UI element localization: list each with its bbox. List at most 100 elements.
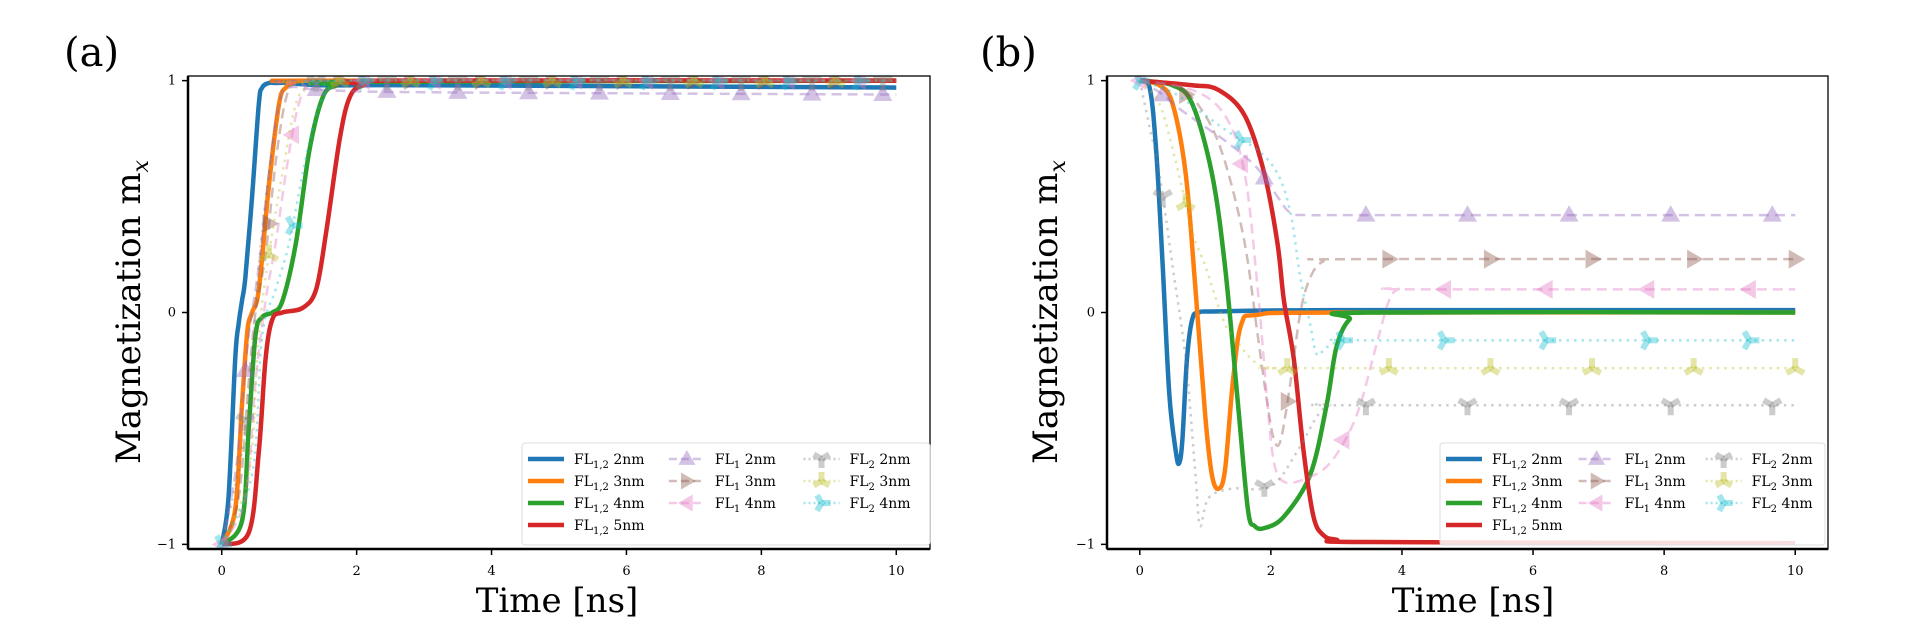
- series-fl2-3nm: [1138, 79, 1806, 376]
- data-point: [1280, 391, 1298, 411]
- data-point: [1434, 279, 1452, 299]
- x-tick-label: 6: [1529, 564, 1537, 579]
- legend-item: FL1 4nm: [1578, 494, 1686, 515]
- series-fl1-4nm: [211, 76, 897, 549]
- data-point: [1585, 249, 1603, 269]
- legend-label: FL2 3nm: [1752, 474, 1813, 493]
- legend-item: FL1,2 4nm: [1446, 496, 1563, 515]
- data-point: [1378, 358, 1400, 376]
- data-point: [1640, 330, 1658, 351]
- data-point: [1152, 188, 1173, 207]
- data-point: [471, 76, 492, 89]
- data-point: [754, 76, 775, 89]
- x-tick-label: 2: [1267, 564, 1275, 579]
- data-point: [1231, 154, 1248, 174]
- y-tick-label: 0: [1087, 306, 1095, 321]
- data-point: [1762, 397, 1783, 416]
- data-point: [616, 76, 634, 91]
- data-point: [211, 534, 229, 549]
- panel-a-label: (a): [64, 30, 119, 76]
- panel-a: (a) 0 2 4 6 8 10 −1 0 1 Time [ns] Magnetization…: [64, 30, 931, 619]
- data-point: [731, 83, 751, 101]
- y-tick-label: −1: [1076, 537, 1095, 552]
- svg-text:Magnetization mx: Magnetization mx: [109, 159, 154, 464]
- y-tick-label: −1: [157, 537, 176, 552]
- data-point: [1762, 205, 1782, 222]
- legend-label: FL1,2 2nm: [1492, 452, 1563, 471]
- data-point: [1355, 397, 1377, 416]
- legend-label: FL1 2nm: [1625, 452, 1686, 471]
- data-point: [778, 76, 795, 91]
- data-point: [1483, 249, 1501, 269]
- x-tick-label: 0: [218, 564, 226, 579]
- series-fl1-2-4nm: [1139, 78, 1796, 532]
- data-point: [519, 82, 539, 100]
- legend-label: FL1,2 4nm: [574, 496, 645, 515]
- legend-item: FL1 3nm: [668, 472, 776, 493]
- data-point: [235, 360, 255, 377]
- series-fl1-2-2nm: [219, 80, 897, 545]
- series-line: [1138, 79, 1796, 370]
- panel-b-y-axis: −1 0 1: [1076, 74, 1107, 552]
- data-point: [306, 76, 327, 92]
- data-point: [1175, 193, 1196, 212]
- data-point: [262, 214, 279, 234]
- data-point: [258, 244, 280, 263]
- series-line: [219, 80, 897, 545]
- legend-box: [521, 442, 931, 546]
- legend-label: FL1,2 3nm: [1492, 474, 1563, 493]
- series-fl1-2-2nm: [1138, 77, 1796, 467]
- panel-a-legend: FL1,2 2nm FL1,2 3nm FL1,2 4nm FL1,2 5nm FL1 …: [521, 442, 931, 546]
- legend-item: FL1 2nm: [668, 450, 776, 471]
- data-point: [1179, 85, 1196, 105]
- data-point: [1129, 76, 1147, 91]
- data-point: [400, 76, 421, 89]
- data-point: [424, 76, 441, 91]
- legend-item: FL1,2 4nm: [528, 496, 645, 515]
- series-line: [1138, 77, 1796, 467]
- x-tick-label: 6: [622, 564, 630, 579]
- x-tick-label: 10: [888, 564, 905, 579]
- data-point: [1558, 397, 1580, 416]
- data-point: [404, 76, 421, 91]
- series-line: [220, 79, 897, 545]
- legend-item: FL1,2 5nm: [528, 518, 645, 537]
- x-tick-label: 4: [1398, 564, 1406, 579]
- panel-b-y-axis-title: Magnetization mx: [1026, 159, 1071, 464]
- x-tick-label: 8: [1660, 564, 1668, 579]
- legend-label: FL1,2 2nm: [574, 452, 645, 471]
- data-point: [1277, 358, 1298, 376]
- legend-label: FL1,2 4nm: [1492, 496, 1563, 515]
- panel-b-series: [1129, 76, 1806, 546]
- series-fl1-2-5nm: [220, 78, 897, 547]
- data-point: [825, 76, 846, 89]
- series-line: [1139, 78, 1796, 532]
- x-tick-label: 8: [757, 564, 765, 579]
- data-point: [474, 76, 492, 91]
- legend-item: FL1,2 3nm: [528, 474, 645, 493]
- legend-item: FL2 4nm: [1705, 493, 1813, 515]
- series-line: [220, 78, 897, 547]
- y-tick-label: 0: [168, 306, 176, 321]
- series-fl1-3nm: [1139, 79, 1806, 448]
- series-line: [1139, 79, 1796, 485]
- series-line: [1139, 78, 1796, 492]
- data-point: [1356, 205, 1376, 222]
- series-fl1-2-3nm: [1139, 78, 1796, 492]
- series-line: [1139, 78, 1796, 546]
- data-point: [1660, 397, 1681, 416]
- legend-item: FL2 3nm: [1705, 472, 1813, 493]
- data-point: [448, 82, 468, 99]
- legend-item: FL1,2 3nm: [1446, 474, 1563, 493]
- data-point: [802, 84, 822, 101]
- series-line: [220, 78, 897, 545]
- data-point: [1581, 358, 1603, 376]
- data-point: [1785, 358, 1806, 376]
- data-point: [282, 125, 300, 145]
- y-tick-label: 1: [168, 74, 176, 89]
- data-point: [565, 76, 583, 91]
- series-line: [220, 78, 897, 545]
- data-point: [1233, 129, 1252, 151]
- panel-b-label: (b): [980, 30, 1037, 76]
